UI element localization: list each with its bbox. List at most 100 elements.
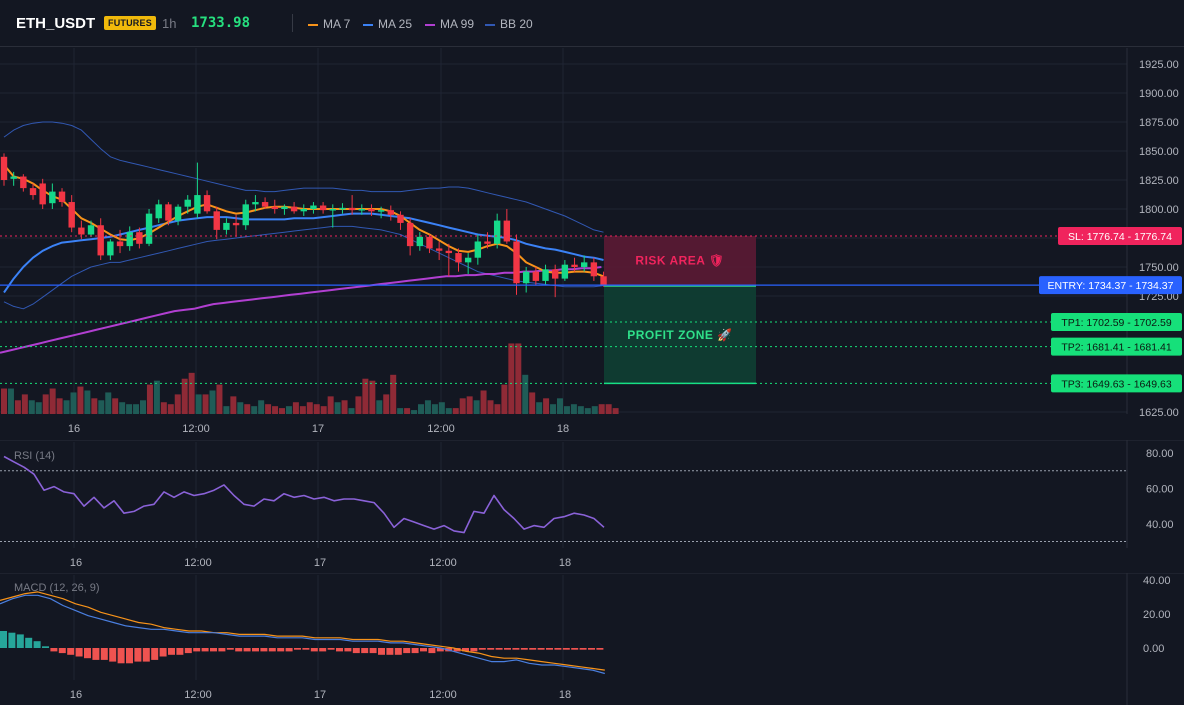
volume-bar — [272, 406, 279, 414]
candle-body — [377, 210, 385, 212]
rsi-title: RSI (14) — [14, 450, 55, 462]
entry-tag-text: ENTRY: 1734.37 - 1734.37 — [1048, 280, 1174, 292]
volume-bar — [230, 396, 237, 414]
legend-ma7-swatch — [308, 23, 318, 26]
candle-body — [97, 225, 104, 256]
tp2-tag-text: TP2: 1681.41 - 1681.41 — [1061, 342, 1171, 354]
candle-body — [232, 222, 240, 226]
candle-body — [581, 262, 588, 267]
tp3-tag-bg — [1051, 374, 1182, 393]
macd-histogram-bar — [117, 648, 125, 664]
volume-bar — [70, 392, 77, 414]
volume-bar — [21, 394, 28, 414]
macd-histogram-bar — [428, 648, 436, 654]
time-axis-tick: 16 — [70, 689, 82, 701]
macd-histogram-bar — [42, 646, 49, 648]
profit-zone-box — [604, 285, 756, 384]
macd-histogram-bar — [210, 648, 217, 652]
volume-bar — [98, 400, 105, 414]
sl-tag-text: SL: 1776.74 - 1776.74 — [1068, 231, 1172, 243]
macd-histogram-bar — [201, 648, 209, 652]
legend-ma99-label: MA 99 — [440, 17, 475, 31]
macd-histogram-bar — [310, 648, 318, 652]
candle-body — [136, 232, 143, 244]
candle-body — [20, 176, 27, 189]
macd-histogram-bar — [336, 648, 343, 652]
candle-body — [435, 248, 443, 251]
candle-body — [455, 253, 462, 263]
macd-histogram-bar — [84, 648, 91, 659]
macd-histogram-bar — [100, 648, 108, 660]
legend-ma99[interactable]: MA 99 — [425, 17, 474, 31]
legend-bb20[interactable]: BB 20 — [485, 17, 533, 31]
time-axis-tick: 12:00 — [184, 557, 212, 569]
legend-ma7[interactable]: MA 7 — [308, 17, 350, 31]
legend-bb20-label: BB 20 — [500, 17, 533, 31]
volume-bar — [522, 374, 529, 414]
volume-bar — [49, 388, 56, 414]
candle-body — [203, 195, 211, 212]
volume-bar — [376, 400, 383, 414]
candle-body — [10, 176, 17, 179]
volume-bar — [167, 404, 174, 414]
volume-bar — [383, 394, 390, 414]
candle-body — [271, 206, 278, 209]
macd-histogram-bar — [8, 632, 16, 648]
sl-tag-bg — [1058, 226, 1182, 245]
volume-bar — [313, 404, 320, 414]
volume-bar — [119, 402, 126, 414]
macd-histogram-bar — [495, 648, 503, 650]
candle-body — [319, 205, 327, 211]
macd-histogram-bar — [344, 648, 352, 652]
macd-histogram-bar — [319, 648, 327, 652]
header-divider — [292, 14, 293, 32]
ma25-line — [3, 212, 604, 294]
candle-body — [474, 241, 482, 258]
candle-body — [194, 195, 201, 214]
macd-histogram-bar — [109, 648, 117, 662]
macd-histogram-bar — [478, 648, 486, 650]
price-tags: SL: 1776.74 - 1776.74 ENTRY: 1734.37 - 17… — [1039, 226, 1182, 393]
volume-bar — [91, 398, 98, 414]
tp3-tag-text: TP3: 1649.63 - 1649.63 — [1061, 378, 1171, 390]
legend-ma25[interactable]: MA 25 — [363, 17, 412, 31]
volume-bar — [146, 384, 153, 414]
candle-body — [184, 199, 191, 207]
timeframe-label[interactable]: 1h — [162, 16, 177, 31]
volume-bar — [563, 406, 570, 414]
volume-bar — [591, 406, 598, 414]
macd-histogram-bar — [159, 648, 167, 657]
macd-line — [0, 594, 605, 675]
volume-bar — [1, 388, 7, 414]
volume-bar — [265, 404, 272, 414]
macd-histogram-bar — [361, 648, 369, 654]
candle-body — [39, 183, 46, 205]
candle-body — [542, 269, 549, 281]
volume-bar — [188, 372, 195, 414]
macd-histogram-bar — [0, 631, 7, 648]
candle-body — [242, 204, 249, 226]
macd-histogram-bar — [151, 648, 159, 660]
macd-histogram-bar — [369, 648, 377, 654]
volume-bar — [35, 402, 42, 414]
macd-histogram-bar — [302, 648, 310, 650]
tp1-tag-bg — [1051, 312, 1182, 331]
volume-bar — [299, 406, 306, 414]
time-axis-tick: 18 — [557, 423, 569, 435]
price-axis-tick: 1850.00 — [1139, 146, 1179, 158]
macd-histogram-bar — [294, 648, 301, 650]
candle-body — [503, 220, 511, 242]
ma99-line — [0, 266, 602, 354]
volume-bar — [452, 408, 459, 414]
time-axis-tick: 16 — [70, 557, 82, 569]
time-axis-tick: 12:00 — [182, 423, 210, 435]
time-axis-tick: 17 — [314, 557, 326, 569]
volume-bar — [557, 398, 563, 414]
rsi-time-axis-bg — [0, 548, 1184, 573]
volume-bar — [431, 404, 438, 414]
price-axis-tick: 1900.00 — [1139, 88, 1179, 100]
volume-bar — [174, 394, 181, 414]
macd-histogram-bar — [529, 648, 537, 650]
symbol-title[interactable]: ETH_USDT — [16, 15, 96, 32]
